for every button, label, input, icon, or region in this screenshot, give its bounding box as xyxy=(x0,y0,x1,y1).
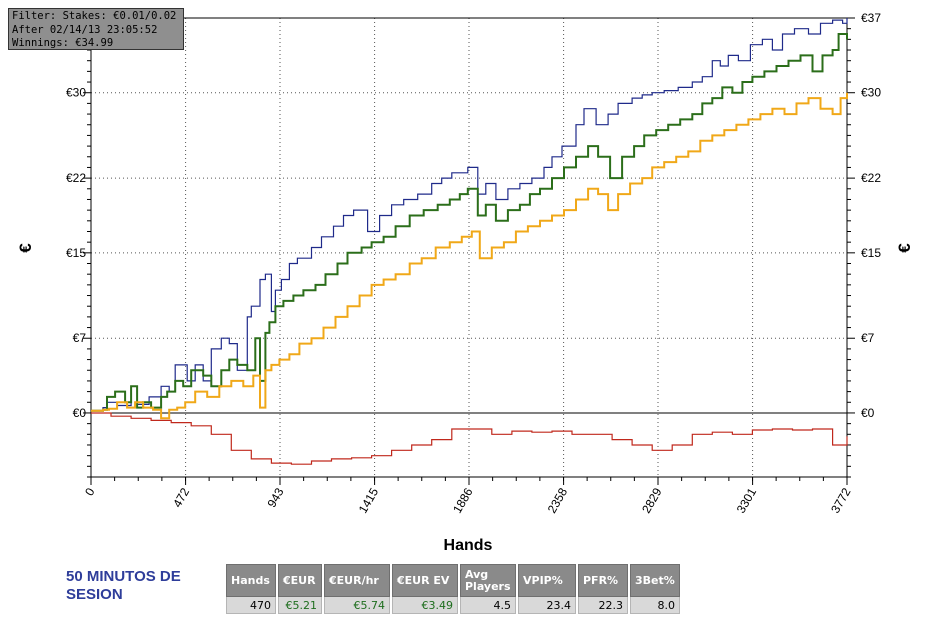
header-pfr: PFR% xyxy=(578,564,628,597)
value-hands: 470 xyxy=(226,597,276,614)
y-tick-label-right: €7 xyxy=(861,331,875,345)
x-tick-label: 2358 xyxy=(545,485,571,515)
stats-table: Hands €EUR €EUR/hr €EUR EV Avg Players V… xyxy=(224,564,682,614)
series-line-2 xyxy=(91,92,848,420)
header-vpip: VPIP% xyxy=(518,564,576,597)
x-tick-label: 472 xyxy=(170,485,192,510)
filter-date-line: After 02/14/13 23:05:52 xyxy=(12,23,158,36)
tick-labels: €0€0€7€7€15€15€22€22€30€30€37€3704729431… xyxy=(66,11,881,516)
header-eur: €EUR xyxy=(278,564,322,597)
y-tick-label-left: €7 xyxy=(73,331,87,345)
x-tick-label: 2829 xyxy=(639,485,665,515)
value-eur-hr: €5.74 xyxy=(324,597,390,614)
header-eur-hr: €EUR/hr xyxy=(324,564,390,597)
stats-header-row: Hands €EUR €EUR/hr €EUR EV Avg Players V… xyxy=(226,564,680,597)
series-line-3 xyxy=(91,412,848,465)
series-line-1 xyxy=(91,33,848,412)
x-tick-label: 3772 xyxy=(828,485,854,515)
header-3bet: 3Bet% xyxy=(630,564,680,597)
x-tick-label: 3301 xyxy=(734,485,760,515)
x-tick-label: 1415 xyxy=(356,485,382,515)
series-line-0 xyxy=(91,18,848,412)
axes xyxy=(83,17,855,485)
y-axis-label-left: € xyxy=(16,243,35,253)
y-tick-label-left: €0 xyxy=(73,406,87,420)
data-series xyxy=(91,18,848,465)
filter-stakes-line: Filter: Stakes: €0.01/0.02 NL xyxy=(12,10,180,22)
filter-info-box: Filter: Stakes: €0.01/0.02 NL After 02/1… xyxy=(8,8,184,50)
header-avg-players: Avg Players xyxy=(460,564,516,597)
value-eur-ev: €3.49 xyxy=(392,597,458,614)
y-tick-label-left: €22 xyxy=(66,171,86,185)
stats-value-row: 470 €5.21 €5.74 €3.49 4.5 23.4 22.3 8.0 xyxy=(226,597,680,614)
y-tick-label-right: €22 xyxy=(861,171,881,185)
section-title: 50 MINUTOS DE SESION xyxy=(66,568,181,603)
winnings-graph: €0€0€7€7€15€15€22€22€30€30€37€3704729431… xyxy=(16,11,914,554)
x-axis-label: Hands xyxy=(444,537,493,554)
grid-lines xyxy=(91,17,847,477)
header-eur-ev: €EUR EV xyxy=(392,564,458,597)
y-tick-label-right: €37 xyxy=(861,11,881,25)
value-3bet: 8.0 xyxy=(630,597,680,614)
x-tick-label: 943 xyxy=(264,485,286,510)
y-axis-label-right: € xyxy=(895,243,914,253)
header-hands: Hands xyxy=(226,564,276,597)
y-tick-label-left: €30 xyxy=(66,86,86,100)
value-pfr: 22.3 xyxy=(578,597,628,614)
value-eur: €5.21 xyxy=(278,597,322,614)
y-tick-label-right: €0 xyxy=(861,406,875,420)
value-vpip: 23.4 xyxy=(518,597,576,614)
filter-winnings-line: Winnings: €34.99 xyxy=(12,37,114,49)
y-tick-label-left: €15 xyxy=(66,246,86,260)
y-tick-label-right: €15 xyxy=(861,246,881,260)
x-tick-label: 0 xyxy=(82,485,98,498)
value-avg-players: 4.5 xyxy=(460,597,516,614)
x-tick-label: 1886 xyxy=(450,485,476,515)
y-tick-label-right: €30 xyxy=(861,86,881,100)
